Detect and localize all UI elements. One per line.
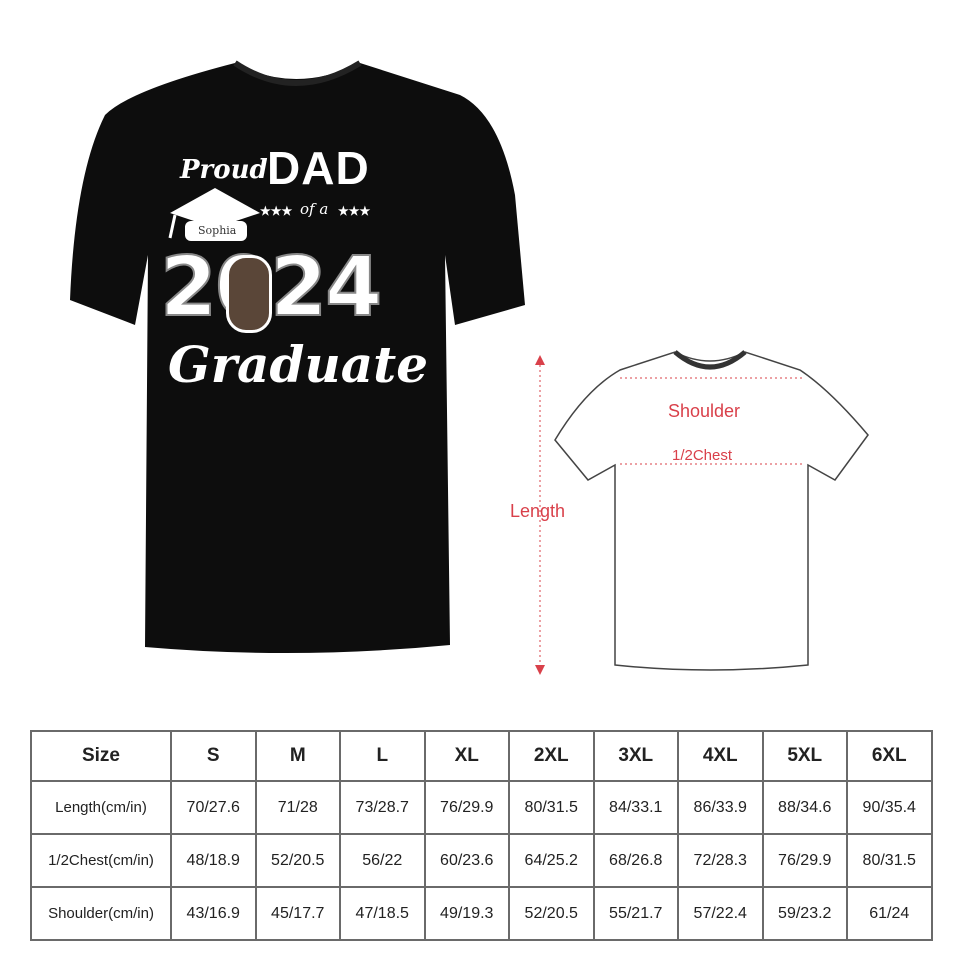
header-cell: 4XL	[677, 730, 764, 782]
print-dad: DAD	[267, 142, 370, 194]
shoulder-label: Shoulder	[668, 401, 741, 421]
header-cell: Size	[30, 730, 172, 782]
table-cell: 52/20.5	[254, 833, 341, 888]
table-cell: 76/29.9	[423, 780, 510, 835]
table-cell: 73/28.7	[339, 780, 426, 835]
table-cell: 61/24	[846, 886, 933, 941]
header-cell: 3XL	[592, 730, 679, 782]
table-cell: 43/16.9	[170, 886, 257, 941]
table-cell: 56/22	[339, 833, 426, 888]
header-cell: 5XL	[761, 730, 848, 782]
print-stars-left: ★★★	[260, 204, 293, 218]
size-chart-table: Size S M L XL 2XL 3XL 4XL 5XL 6XL Length…	[30, 730, 933, 941]
table-cell: 59/23.2	[761, 886, 848, 941]
print-graduate: Graduate	[168, 335, 429, 394]
table-cell: 48/18.9	[170, 833, 257, 888]
table-cell: 60/23.6	[423, 833, 510, 888]
print-stars-right: ★★★	[338, 204, 371, 218]
table-cell: 71/28	[254, 780, 341, 835]
measurement-diagram: Shoulder 1/2Chest Length	[500, 340, 900, 700]
graduate-photo	[226, 255, 272, 333]
table-cell: 49/19.3	[423, 886, 510, 941]
print-proud: Proud	[180, 155, 268, 185]
table-cell: 86/33.9	[677, 780, 764, 835]
header-cell: M	[254, 730, 341, 782]
table-cell: 45/17.7	[254, 886, 341, 941]
table-cell: 70/27.6	[170, 780, 257, 835]
table-cell: 52/20.5	[508, 886, 595, 941]
header-cell: S	[170, 730, 257, 782]
header-cell: 2XL	[508, 730, 595, 782]
table-cell: 72/28.3	[677, 833, 764, 888]
table-cell: 57/22.4	[677, 886, 764, 941]
table-cell: 55/21.7	[592, 886, 679, 941]
table-cell: 80/31.5	[508, 780, 595, 835]
table-cell: 64/25.2	[508, 833, 595, 888]
table-cell: 68/26.8	[592, 833, 679, 888]
row-label: 1/2Chest(cm/in)	[30, 833, 172, 888]
chest-label: 1/2Chest	[672, 447, 733, 464]
table-cell: 80/31.5	[846, 833, 933, 888]
print-name: Sophia	[198, 224, 237, 237]
table-cell: 47/18.5	[339, 886, 426, 941]
table-row: 1/2Chest(cm/in) 48/18.9 52/20.5 56/22 60…	[30, 833, 933, 888]
table-cell: 88/34.6	[761, 780, 848, 835]
header-cell: XL	[423, 730, 510, 782]
product-tshirt: Proud DAD ★★★ of a ★★★ Sophia 2024 Gradu…	[60, 55, 530, 655]
row-label: Length(cm/in)	[30, 780, 172, 835]
print-of-a: of a	[300, 200, 329, 218]
table-cell: 90/35.4	[846, 780, 933, 835]
graduation-cap-icon	[168, 188, 260, 241]
row-label: Shoulder(cm/in)	[30, 886, 172, 941]
table-cell: 76/29.9	[761, 833, 848, 888]
length-label: Length	[510, 501, 566, 521]
table-cell: 84/33.1	[592, 780, 679, 835]
header-cell: 6XL	[846, 730, 933, 782]
table-row: Length(cm/in) 70/27.6 71/28 73/28.7 76/2…	[30, 780, 933, 835]
table-row: Shoulder(cm/in) 43/16.9 45/17.7 47/18.5 …	[30, 886, 933, 941]
header-cell: L	[339, 730, 426, 782]
size-header-row: Size S M L XL 2XL 3XL 4XL 5XL 6XL	[30, 730, 933, 782]
tshirt-outline	[535, 350, 869, 675]
